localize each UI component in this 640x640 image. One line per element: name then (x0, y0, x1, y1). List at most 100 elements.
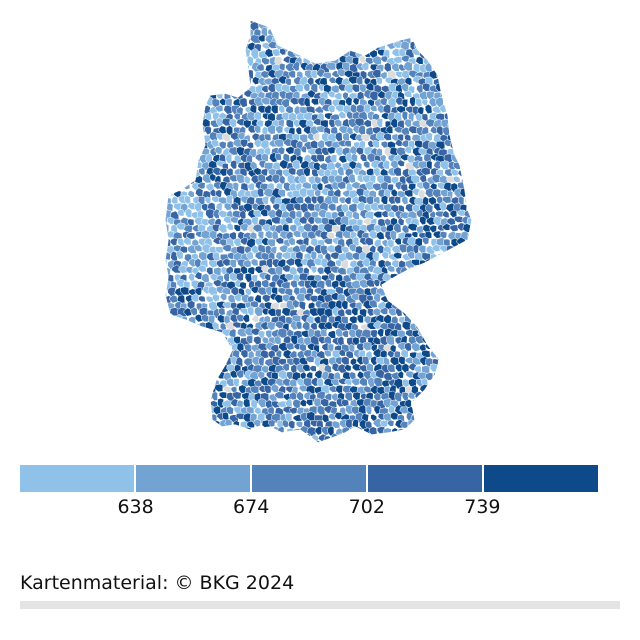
municipality-cell (179, 245, 188, 254)
municipality-cell (285, 119, 294, 129)
municipality-cell (187, 36, 197, 47)
municipality-cell (406, 293, 416, 304)
municipality-cell (239, 55, 247, 66)
municipality-cell (150, 316, 155, 322)
municipality-cell (214, 105, 224, 113)
municipality-cell (375, 447, 383, 450)
municipality-cell (278, 62, 286, 72)
municipality-cell (153, 260, 161, 270)
municipality-cell (217, 398, 224, 409)
municipality-cell (455, 328, 463, 337)
municipality-cell (165, 133, 175, 143)
municipality-cell (176, 350, 187, 358)
municipality-cell (479, 449, 487, 450)
municipality-cell (165, 273, 168, 282)
municipality-cell (314, 425, 323, 436)
municipality-cell (207, 342, 217, 353)
municipality-cell (190, 110, 198, 120)
municipality-cell (173, 34, 183, 42)
municipality-cell (408, 449, 417, 450)
municipality-cell (198, 350, 208, 359)
municipality-cell (424, 230, 433, 240)
municipality-cell (186, 440, 195, 443)
municipality-cell (405, 441, 414, 443)
municipality-cell (212, 71, 222, 79)
municipality-cell (392, 56, 403, 64)
municipality-cell (341, 330, 349, 338)
municipality-cell (283, 20, 291, 22)
municipality-cell (254, 294, 262, 303)
municipality-cell (401, 434, 409, 443)
municipality-cell (340, 356, 350, 366)
municipality-cell (198, 295, 206, 303)
municipality-cell (384, 230, 392, 241)
municipality-cell (424, 132, 433, 142)
municipality-cell (474, 385, 482, 394)
municipality-cell (265, 174, 274, 183)
municipality-cell (478, 295, 485, 304)
municipality-cell (236, 78, 246, 89)
municipality-cell (212, 20, 222, 23)
municipality-cell (352, 434, 361, 443)
municipality-cell (445, 328, 455, 338)
municipality-cell (224, 434, 235, 443)
municipality-cell (176, 250, 184, 260)
municipality-cell (266, 321, 276, 331)
municipality-cell (186, 398, 196, 410)
municipality-cell (240, 349, 249, 359)
municipality-cell (150, 119, 154, 129)
municipality-cell (415, 308, 423, 317)
municipality-cell (218, 141, 227, 150)
municipality-cell (476, 216, 484, 224)
municipality-cell (165, 328, 168, 336)
municipality-cell (217, 41, 228, 51)
municipality-cell (421, 42, 431, 51)
municipality-cell (466, 62, 472, 74)
municipality-cell (425, 272, 434, 282)
municipality-cell (450, 169, 459, 177)
municipality-cell (252, 76, 260, 85)
municipality-cell (261, 432, 269, 443)
municipality-cell (156, 406, 163, 415)
municipality-cell (486, 335, 490, 345)
municipality-cell (187, 357, 197, 369)
municipality-cell (155, 253, 164, 261)
municipality-cell (473, 296, 480, 305)
municipality-cell (479, 380, 485, 389)
municipality-cell (219, 349, 227, 358)
municipality-cell (487, 294, 491, 302)
municipality-cell (165, 106, 168, 115)
municipality-cell (150, 335, 157, 345)
municipality-cell (171, 112, 181, 120)
municipality-cell (414, 418, 423, 429)
municipality-cell (235, 47, 244, 59)
municipality-cell (386, 265, 396, 273)
municipality-cell (157, 183, 164, 190)
municipality-cell (376, 117, 384, 128)
municipality-cell (463, 295, 472, 303)
municipality-cell (428, 434, 438, 443)
municipality-cell (171, 418, 181, 427)
municipality-cell (475, 91, 483, 99)
municipality-cell (411, 231, 419, 238)
municipality-cell (254, 96, 264, 107)
municipality-cell (471, 112, 472, 123)
municipality-cell (174, 62, 184, 72)
municipality-cell (169, 335, 180, 346)
municipality-cell (482, 245, 490, 253)
municipality-cell (208, 34, 219, 43)
municipality-cell (435, 280, 445, 291)
municipality-cell (419, 36, 428, 45)
municipality-cell (279, 441, 286, 443)
municipality-cell (450, 83, 459, 92)
municipality-cell (356, 314, 364, 324)
municipality-cell (401, 83, 409, 93)
municipality-cell (482, 386, 490, 393)
municipality-cell (438, 383, 449, 392)
municipality-cell (467, 329, 472, 340)
municipality-cell (215, 62, 223, 72)
municipality-cell (437, 337, 447, 345)
municipality-cell (456, 320, 466, 331)
legend-break-label: 674 (233, 496, 270, 518)
municipality-cell (351, 449, 358, 450)
